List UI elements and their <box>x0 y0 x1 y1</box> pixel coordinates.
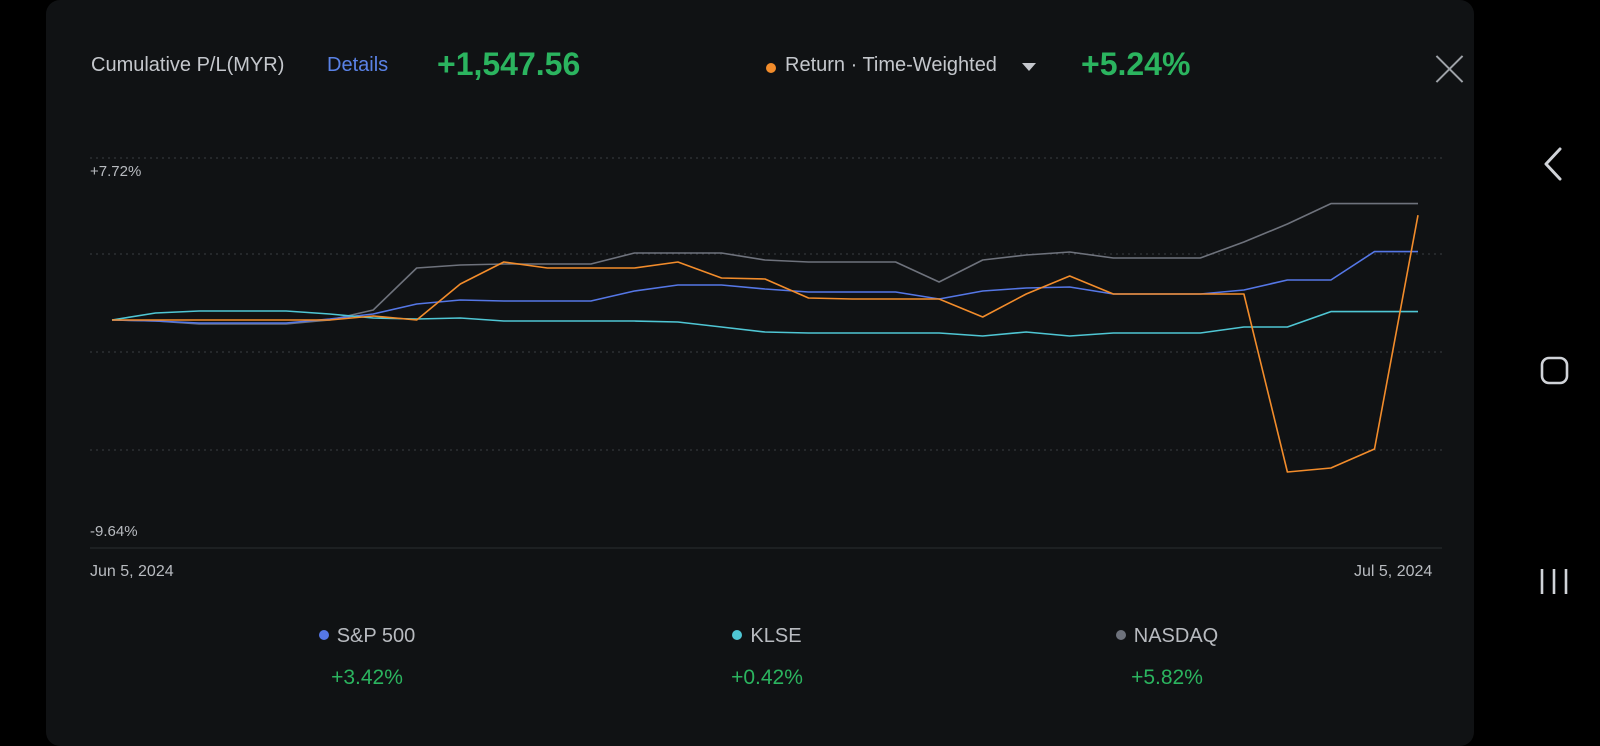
return-mode-dropdown[interactable]: Return · Time-Weighted <box>785 54 997 76</box>
close-icon[interactable] <box>1434 54 1464 84</box>
portfolio-legend-dot <box>766 63 776 73</box>
chart-grid <box>90 157 1442 549</box>
home-square-icon[interactable] <box>1540 356 1570 386</box>
chart-card: Cumulative P/L(MYR) Details +1,547.56 Re… <box>46 0 1474 746</box>
caret-down-icon[interactable] <box>1022 63 1036 71</box>
cumulative-pl-value: +1,547.56 <box>437 46 581 82</box>
nasdaq-dot-icon <box>1115 629 1126 640</box>
y-max-label: +7.72% <box>90 163 142 180</box>
x-end-label: Jul 5, 2024 <box>1354 563 1433 580</box>
legend-value: +0.42% <box>731 666 803 689</box>
chart-series-group <box>111 202 1419 473</box>
legend-item-nasdaq[interactable]: NASDAQ +5.82% <box>1067 625 1267 705</box>
return-value: +5.24% <box>1081 46 1191 82</box>
legend-name: KLSE <box>750 625 802 647</box>
legend-item-klse[interactable]: KLSE +0.42% <box>667 625 867 705</box>
klse-dot-icon <box>732 629 743 640</box>
series-line-portfolio <box>112 215 1419 473</box>
page-title: Cumulative P/L(MYR) <box>91 54 285 76</box>
x-start-label: Jun 5, 2024 <box>90 563 174 580</box>
series-line-klse <box>111 310 1418 337</box>
legend-name: S&P 500 <box>336 625 416 647</box>
details-link[interactable]: Details <box>327 54 389 76</box>
sp500-dot-icon <box>318 629 329 640</box>
legend-value: +5.82% <box>1131 666 1203 689</box>
line-chart[interactable] <box>90 150 1470 550</box>
back-chevron-icon[interactable] <box>1540 146 1570 182</box>
y-min-label: -9.64% <box>90 523 138 540</box>
legend-item-sp500[interactable]: S&P 500 +3.42% <box>267 625 467 705</box>
series-line-nasdaq <box>111 202 1418 325</box>
legend-value: +3.42% <box>331 666 403 689</box>
recent-apps-icon[interactable] <box>1538 566 1572 598</box>
legend-name: NASDAQ <box>1133 625 1219 647</box>
